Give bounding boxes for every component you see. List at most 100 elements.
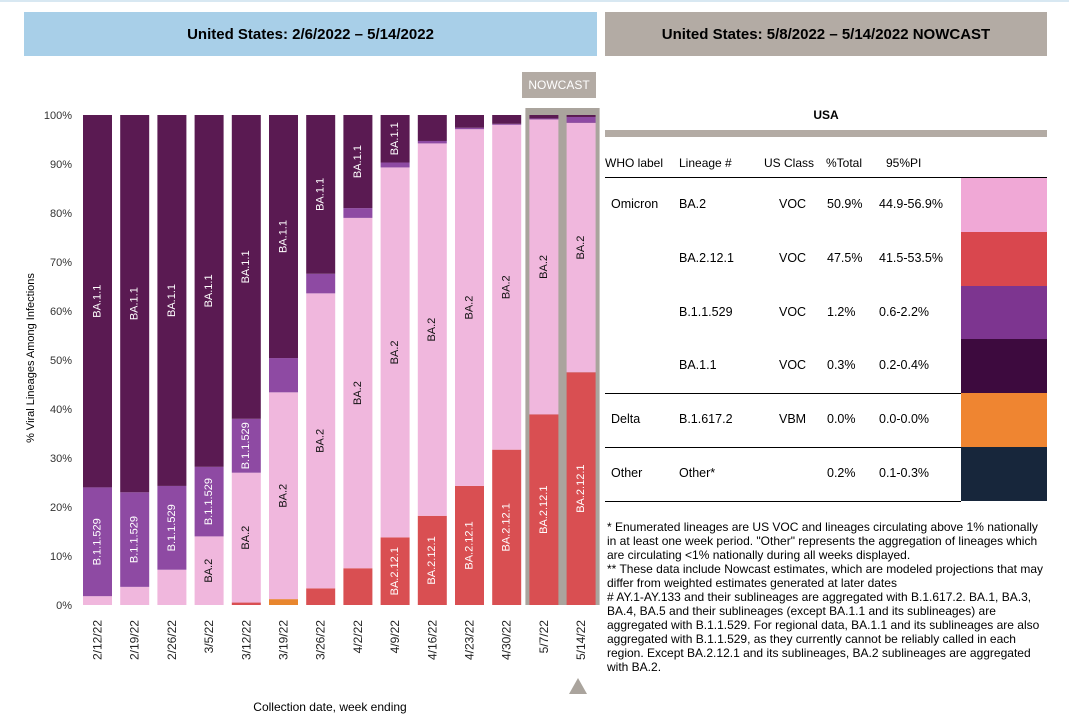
bar-segment-ba-1-1 xyxy=(566,115,596,117)
bar-segment-ba-2 xyxy=(306,293,336,589)
bar-segment-ba-1-1 xyxy=(306,115,336,274)
bar-segment-ba-2 xyxy=(269,392,298,600)
bar-label: B.1.1.529 xyxy=(203,478,215,525)
lineage-color-swatch xyxy=(961,231,1047,287)
x-tick-label: 3/19/22 xyxy=(277,620,291,660)
cell-who-label: Delta xyxy=(611,412,641,427)
x-tick-label: 4/16/22 xyxy=(425,620,439,660)
lineage-color-swatch xyxy=(961,393,1047,448)
bar-label: BA.2.12.1 xyxy=(538,486,550,534)
x-tick-label: 3/26/22 xyxy=(314,620,328,660)
bar-label: BA.2.12.1 xyxy=(426,536,438,584)
col-header-total: %Total xyxy=(826,156,863,170)
bar-segment-ba-1-1 xyxy=(529,115,559,119)
stacked-bar-chart: 0% 10% 20% 30% 40% 50% 60% 70% 80% 90% 100% B.1.1.5… xyxy=(44,108,600,660)
y-tick-label: 70% xyxy=(50,257,72,269)
bar-segment-ba-2-12-1 xyxy=(417,515,447,605)
y-tick-label: 20% xyxy=(50,502,72,514)
bar-label: BA.1.1 xyxy=(91,285,103,318)
cell-us-class: VOC xyxy=(779,196,807,211)
footnotes: * Enumerated lineages are US VOC and lin… xyxy=(607,520,1047,674)
bar-label: BA.1.1 xyxy=(277,220,289,253)
x-tick-label: 5/14/22 xyxy=(574,620,588,660)
bar-segment-b-1-1-529 xyxy=(380,162,410,168)
row-separator xyxy=(605,500,961,502)
x-tick-label: 5/7/22 xyxy=(537,620,551,654)
bar-segment-ba-1-1 xyxy=(269,115,298,359)
bar-label: BA.2 xyxy=(501,275,513,299)
x-tick-label: 3/12/22 xyxy=(239,620,253,660)
y-tick-label: 40% xyxy=(50,404,72,416)
x-tick-label: 2/19/22 xyxy=(128,620,142,660)
row-separator xyxy=(605,447,961,448)
bar-label: BA.2 xyxy=(389,340,401,364)
bar-label: BA.2.12.1 xyxy=(389,547,401,595)
bar-segment-ba-1-1 xyxy=(380,115,410,163)
cell-percent-total: 0.0% xyxy=(827,412,856,427)
bar-segment-ba-2 xyxy=(83,596,112,605)
bar-segment-ba-2 xyxy=(380,167,410,538)
bar-segment-ba-2-12-1 xyxy=(529,414,559,605)
y-tick-label: 0% xyxy=(56,600,72,612)
bar-segment-ba-2 xyxy=(529,119,559,415)
bar-label: BA.2.12.1 xyxy=(575,464,587,512)
cell-lineage: BA.2 xyxy=(679,196,707,211)
bar-segment-ba-1-1 xyxy=(343,115,373,209)
bar-label: BA.2 xyxy=(203,559,215,583)
bar-segment-ba-1-1 xyxy=(120,115,150,493)
bar-label: BA.2 xyxy=(277,484,289,508)
cell-percent-total: 1.2% xyxy=(827,304,856,319)
bar-segment-ba-2-12-1 xyxy=(231,602,261,605)
bar-label: BA.2.12.1 xyxy=(463,521,475,569)
bar-segment-ba-2 xyxy=(492,124,522,450)
cell-prediction-interval: 0.0-0.0% xyxy=(879,412,930,427)
nowcast-badge: NOWCAST xyxy=(522,72,596,98)
cell-who-label: Other xyxy=(611,465,643,480)
cell-prediction-interval: 41.5-53.5% xyxy=(879,250,943,265)
y-tick-label: 30% xyxy=(50,453,72,465)
bar-segment-b-1-1-529 xyxy=(492,123,522,125)
bar-segment-ba-1-1 xyxy=(157,115,187,486)
bar-label: BA.2 xyxy=(240,526,252,550)
bar-segment-ba-1-1 xyxy=(492,115,522,124)
cell-lineage: Other* xyxy=(679,465,716,480)
bar-segment-ba-2-12-1 xyxy=(343,568,373,605)
cell-us-class: VOC xyxy=(779,304,807,319)
lineage-color-swatch xyxy=(961,285,1047,340)
bar-segment-b-1-1-529 xyxy=(455,127,484,130)
header-left: United States: 2/6/2022 – 5/14/2022 xyxy=(24,12,597,56)
bar-segment-ba-2 xyxy=(343,217,373,569)
lineage-color-swatch xyxy=(961,339,1047,394)
bar-segment-ba-1-1 xyxy=(194,115,224,467)
bar-label: B.1.1.529 xyxy=(91,518,103,565)
bar-label: B.1.1.529 xyxy=(129,516,141,563)
footnote-1: * Enumerated lineages are US VOC and lin… xyxy=(607,520,1038,562)
y-tick-label: 50% xyxy=(50,355,72,367)
bar-segment-ba-2 xyxy=(417,143,447,516)
bar-label: BA.2 xyxy=(426,318,438,342)
x-tick-label: 4/23/22 xyxy=(463,620,477,660)
bar-segment-b-1-1-529 xyxy=(194,466,224,537)
bar-segment-ba-2 xyxy=(157,569,187,605)
bar-label: BA.1.1 xyxy=(166,284,178,317)
bar-label: BA.2.12.1 xyxy=(501,503,513,551)
bar-segment-b-1-1-529 xyxy=(529,118,559,120)
bar-segment-ba-2-12-1 xyxy=(455,485,484,605)
row-separator xyxy=(605,393,961,395)
bar-label: BA.1.1 xyxy=(315,178,327,211)
region-title: USA xyxy=(813,108,839,122)
bar-label: BA.1.1 xyxy=(203,274,215,307)
footnote-2: ** These data include Nowcast estimates,… xyxy=(607,562,1044,590)
bar-segment-ba-2 xyxy=(120,586,150,605)
bar-segment-ba-2-12-1 xyxy=(306,588,336,605)
x-tick-label: 2/26/22 xyxy=(165,620,179,660)
bar-segment-ba-1-1 xyxy=(231,115,261,419)
cell-lineage: BA.2.12.1 xyxy=(679,250,734,265)
bar-segment-ba-2 xyxy=(455,129,484,486)
bar-segment-b-1-1-529 xyxy=(269,358,298,393)
col-header-who: WHO label xyxy=(605,156,664,170)
x-tick-label: 4/2/22 xyxy=(351,620,365,654)
region-title-bar xyxy=(605,130,1047,137)
cell-percent-total: 0.3% xyxy=(827,358,856,373)
bar-segment-b-1-1-529 xyxy=(120,492,150,587)
